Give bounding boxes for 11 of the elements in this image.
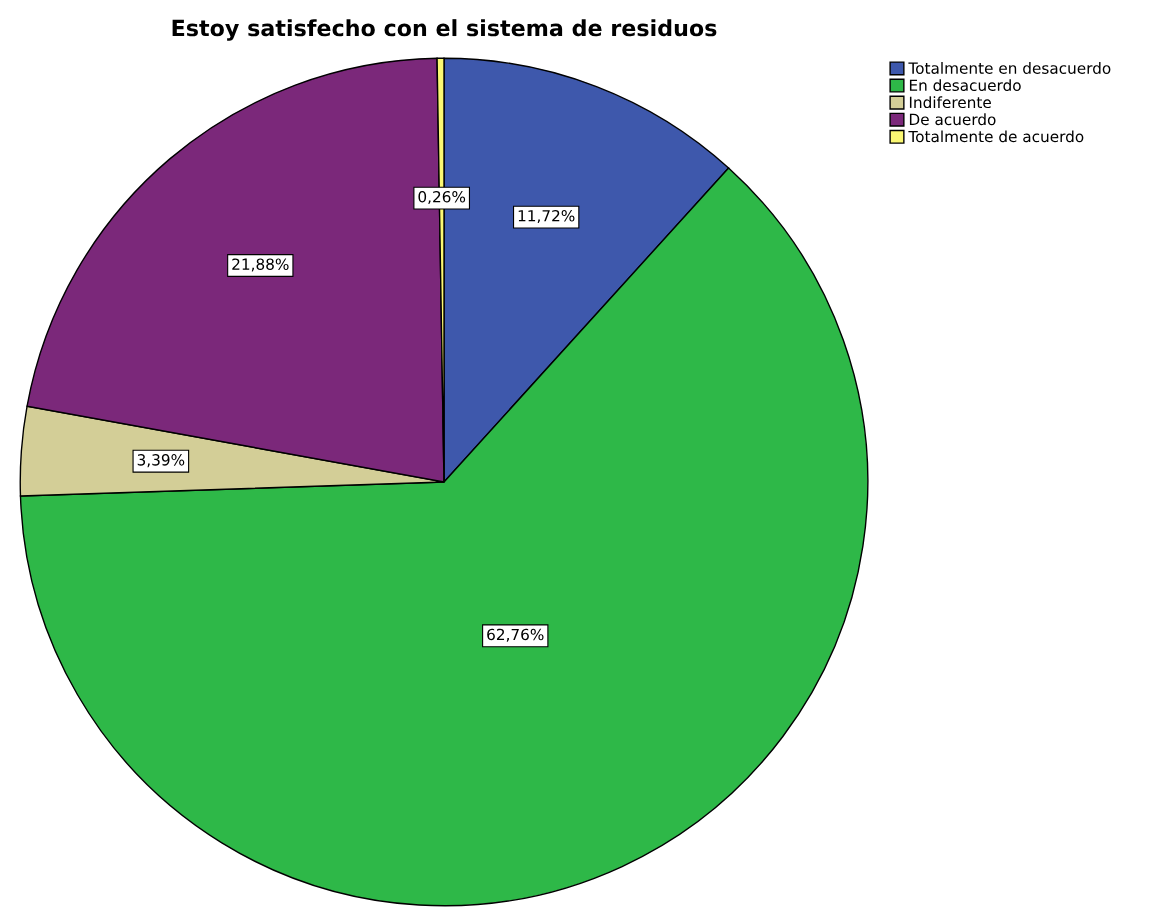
legend-label: Totalmente de acuerdo [908, 130, 1084, 143]
data-label: 0,26% [418, 190, 466, 205]
data-label: 21,88% [232, 258, 289, 272]
legend-label: Totalmente en desacuerdo [908, 62, 1111, 74]
chart-title: Estoy satisfecho con el sistema de residuos [172, 19, 717, 41]
legend-label: De acuerdo [909, 113, 996, 126]
data-label: 62,76% [487, 628, 544, 642]
data-label: 11,72% [518, 209, 575, 224]
legend-label: Indiferente [909, 96, 991, 109]
legend-label: En desacuerdo [909, 79, 1021, 92]
data-label: 3,39% [137, 454, 185, 468]
